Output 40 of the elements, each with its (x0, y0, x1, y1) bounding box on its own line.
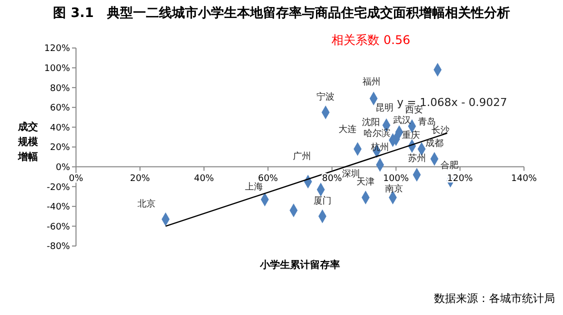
y-tick-label: 120% (44, 44, 70, 54)
data-label: 南京 (384, 184, 403, 195)
y-tick-label: 100% (44, 64, 70, 74)
y-tick-label: 40% (50, 123, 70, 134)
data-label: 厦门 (313, 195, 332, 206)
data-label: 福州 (362, 76, 381, 88)
data-label: 上海 (244, 182, 263, 193)
data-label: 哈尔滨 (363, 128, 390, 140)
y-tick-label: 60% (50, 104, 70, 114)
y-tick-label: -60% (46, 222, 70, 232)
x-tick-label: 0% (68, 174, 84, 184)
text: 相关系数 0.56 (332, 33, 410, 47)
data-label: 成都 (425, 138, 444, 150)
data-label: 长沙 (432, 125, 450, 136)
source-note: 数据来源：各城市统计局 (434, 292, 555, 305)
x-tick-label: 80% (322, 174, 342, 184)
data-label: 沈阳 (362, 117, 380, 128)
x-axis-title: 小学生累计留存率 (259, 259, 340, 271)
data-label: 武汉 (393, 115, 411, 126)
y-axis-title: 成交规模增幅 (17, 121, 39, 163)
x-tick-label: 40% (194, 174, 214, 184)
y-tick-label: -40% (46, 202, 70, 213)
x-tick-label: 140% (511, 174, 538, 184)
y-tick-label: 0% (56, 162, 70, 173)
y-tick-label: 20% (50, 143, 70, 154)
y-tick-label: 80% (50, 84, 70, 94)
data-label: 青岛 (418, 116, 436, 128)
x-tick-label: 100% (383, 174, 410, 184)
data-label: 昆明 (375, 102, 394, 114)
data-label: 重庆 (402, 130, 420, 142)
data-label: 北京 (138, 198, 156, 210)
chart-title: 图 3.1 典型一二线城市小学生本地留存率与商品住宅成交面积增幅相关性分析 (53, 5, 510, 21)
data-label: 合肥 (440, 160, 458, 171)
data-label: 广州 (293, 150, 311, 162)
data-label: 宁波 (316, 92, 335, 102)
y-tick-label: -80% (46, 242, 70, 252)
y-tick-label: -20% (46, 182, 70, 193)
data-label: 大连 (338, 124, 357, 136)
data-label: 苏州 (408, 152, 426, 164)
x-tick-label: 20% (130, 174, 150, 184)
